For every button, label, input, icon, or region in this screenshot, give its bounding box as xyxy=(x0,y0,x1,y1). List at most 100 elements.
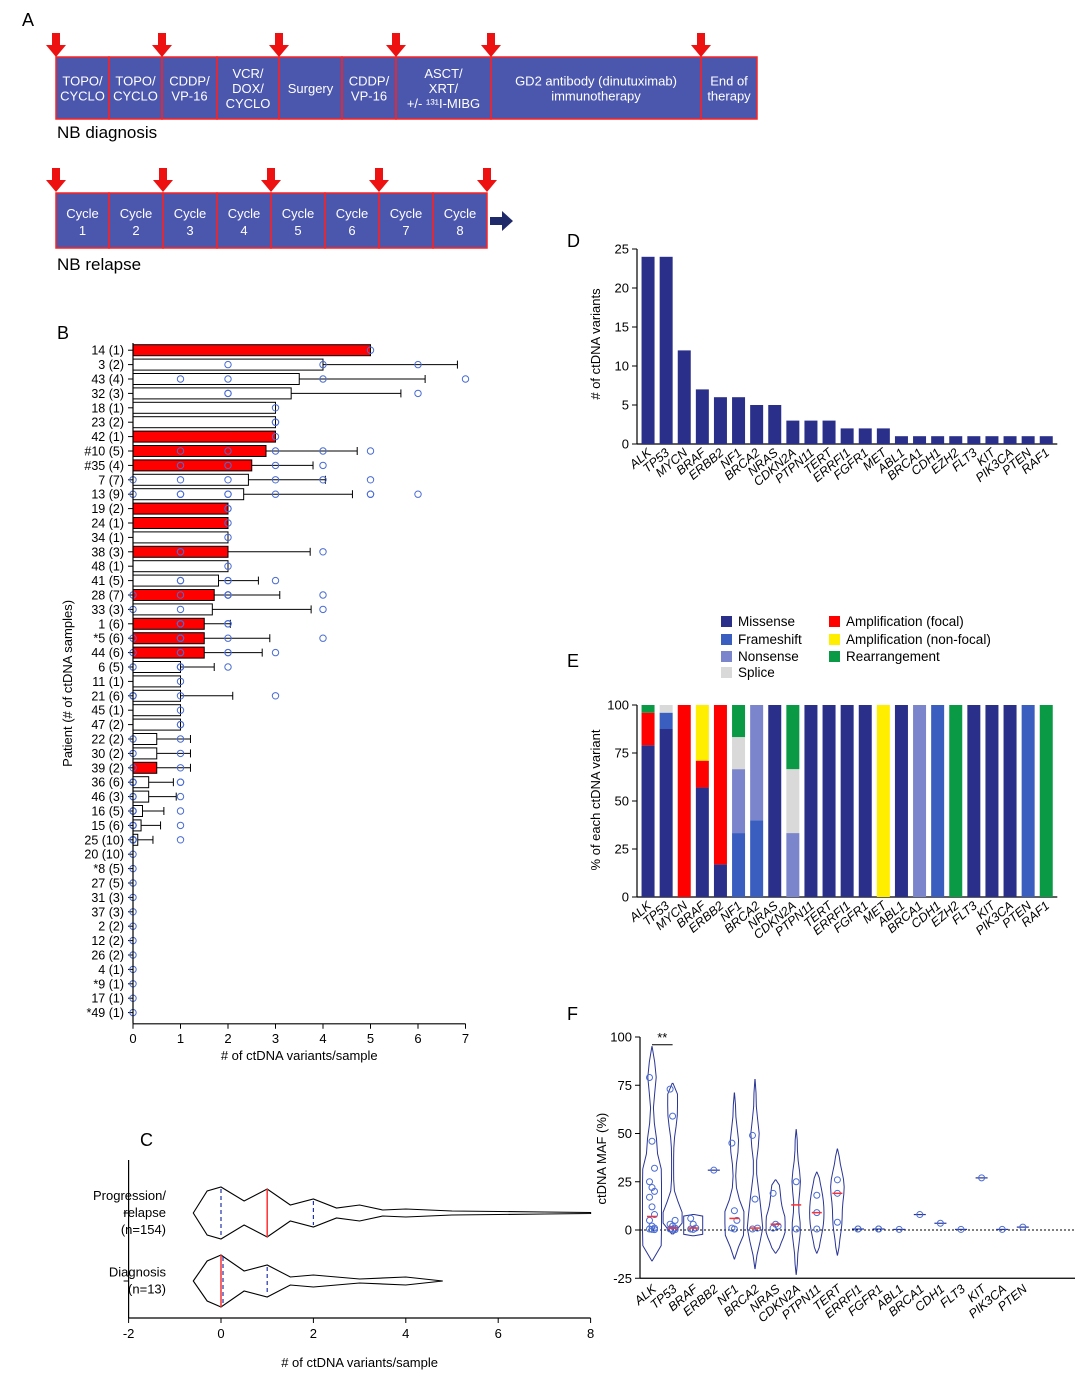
sample-point xyxy=(176,706,185,714)
violin-shape xyxy=(791,1129,801,1275)
stacked-segment xyxy=(713,705,727,865)
y-tick-label: 20 xyxy=(615,281,629,296)
sample-point xyxy=(271,461,280,470)
patient-bar xyxy=(132,387,292,400)
sample-point xyxy=(414,490,422,498)
sample-point xyxy=(319,634,327,642)
sample-point xyxy=(461,375,470,383)
violin-shape xyxy=(765,1179,786,1254)
patient-row-label: 47 (2) xyxy=(91,718,124,732)
legend-swatch xyxy=(829,616,840,627)
panel-c-chart: C -2 0 2 4 6 8 # of ctDNA variants/sample Progre… xyxy=(93,1130,594,1370)
legend-swatch xyxy=(721,616,732,627)
patient-bar xyxy=(132,589,215,601)
maf-point xyxy=(710,1166,718,1174)
relapse-step-label: 8 xyxy=(456,223,463,238)
legend-label: Rearrangement xyxy=(846,649,940,664)
sample-point xyxy=(224,476,232,484)
sample-point xyxy=(176,548,185,556)
stacked-segment xyxy=(641,705,655,713)
maf-point xyxy=(671,1216,679,1224)
legend-swatch xyxy=(721,634,732,645)
sample-point xyxy=(224,591,232,599)
gene-bar xyxy=(1021,436,1035,444)
y-tick-label: 0 xyxy=(622,437,629,452)
stacked-segment xyxy=(641,745,655,897)
sample-point xyxy=(176,677,185,686)
stacked-segment xyxy=(750,705,764,821)
patient-row-label: 42 (1) xyxy=(91,430,124,444)
stacked-segment xyxy=(858,705,872,897)
relapse-step-label: Cycle xyxy=(120,206,153,221)
stacked-segment xyxy=(894,705,908,897)
maf-point xyxy=(648,1225,656,1233)
stacked-segment xyxy=(677,705,691,897)
diagnosis-step-label: TOPO/ xyxy=(62,74,103,89)
sample-point xyxy=(414,389,422,398)
stacked-segment xyxy=(695,760,709,788)
legend-swatch xyxy=(721,667,732,678)
patient-bar xyxy=(132,445,267,457)
diagnosis-step-box xyxy=(341,56,397,120)
sample-point xyxy=(319,605,327,614)
diagnosis-step-label: GD2 antibody (dinutuximab) xyxy=(515,74,677,89)
relapse-step-box xyxy=(216,192,272,249)
sample-point xyxy=(176,648,185,657)
gene-bar xyxy=(876,428,890,444)
patient-bar xyxy=(132,689,181,702)
sample-point xyxy=(224,389,232,398)
patient-row-label: 28 (7) xyxy=(91,589,124,603)
relapse-step-label: 1 xyxy=(79,223,86,238)
patient-bar xyxy=(132,517,229,529)
patient-row-label: 19 (2) xyxy=(91,502,124,516)
legend-swatch xyxy=(829,651,840,662)
patient-row-label: 38 (3) xyxy=(91,545,124,559)
patient-bar xyxy=(132,646,205,659)
patient-bar xyxy=(132,776,150,789)
patient-row-label: 7 (7) xyxy=(98,473,124,487)
gene-bar xyxy=(804,420,818,444)
patient-bar xyxy=(132,545,229,558)
relapse-step-box xyxy=(432,192,488,249)
patient-row-label: 15 (6) xyxy=(91,819,124,833)
stacked-segment xyxy=(786,769,800,834)
gene-bar xyxy=(786,420,800,444)
diagnosis-step-box xyxy=(278,56,343,120)
sample-point xyxy=(176,375,185,383)
x-tick-label: 4 xyxy=(402,1326,409,1341)
gene-bar xyxy=(931,436,945,444)
y-tick-label: 15 xyxy=(615,320,629,335)
y-tick-label: 25 xyxy=(618,1174,632,1189)
timepoint-arrow-icon xyxy=(46,168,66,192)
stacked-segment xyxy=(713,864,727,897)
patient-row-label: 34 (1) xyxy=(91,531,124,545)
patient-row-label: *5 (6) xyxy=(93,632,124,646)
maf-point xyxy=(1019,1223,1027,1231)
maf-point xyxy=(833,1176,841,1184)
maf-point xyxy=(792,1225,800,1233)
patient-row-label: 31 (3) xyxy=(91,891,124,905)
violin-shape xyxy=(746,1078,764,1270)
sample-point xyxy=(366,447,375,455)
legend-label: Amplification (non-focal) xyxy=(846,632,991,647)
diagnosis-step-box xyxy=(108,56,163,120)
sample-point xyxy=(176,821,185,830)
patient-row-label: 37 (3) xyxy=(91,905,124,919)
sample-point xyxy=(271,692,280,700)
relapse-title: NB relapse xyxy=(57,255,141,274)
gene-bar xyxy=(822,420,836,444)
group-label: (n=13) xyxy=(128,1282,166,1297)
maf-point xyxy=(749,1225,756,1233)
x-tick-label: 3 xyxy=(272,1031,279,1046)
gene-bar xyxy=(985,436,999,444)
patient-bar xyxy=(132,488,245,501)
gene-bar xyxy=(768,405,782,444)
y-tick-label: 0 xyxy=(625,1223,632,1238)
maf-point xyxy=(854,1225,862,1233)
y-tick-label: 75 xyxy=(618,1078,632,1093)
legend-label: Frameshift xyxy=(738,632,802,647)
group-label: (n=154) xyxy=(121,1222,166,1237)
maf-point xyxy=(689,1225,697,1233)
relapse-step-label: 7 xyxy=(402,223,409,238)
